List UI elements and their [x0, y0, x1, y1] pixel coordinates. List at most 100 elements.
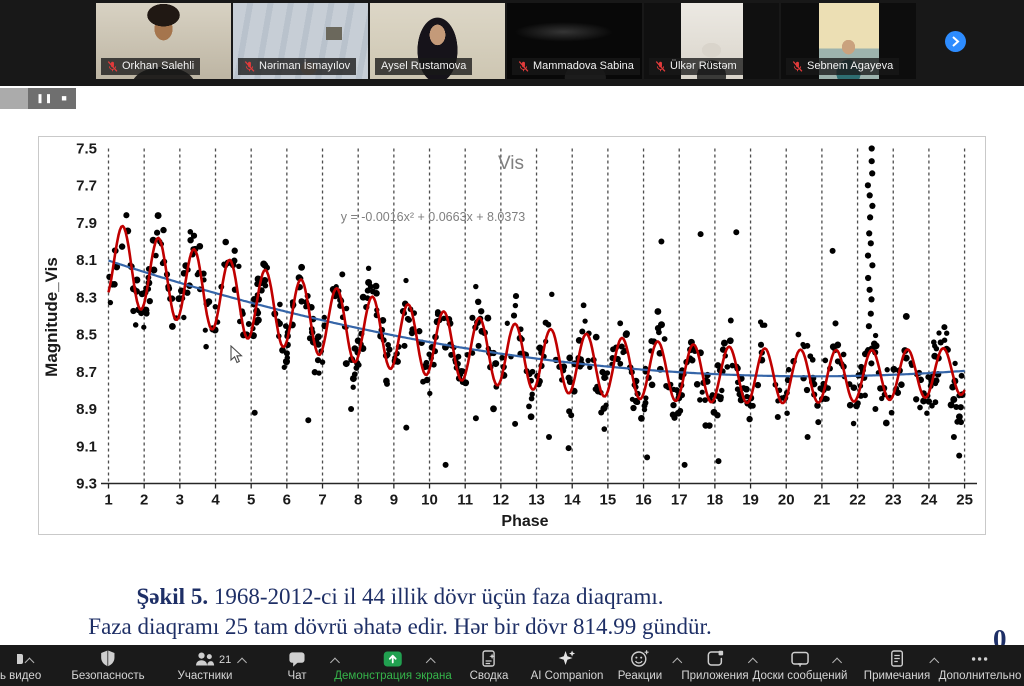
toolbar-item-stop-video[interactable]: ь видео — [0, 649, 41, 682]
toolbar-item-reactions[interactable]: Реакции — [618, 649, 662, 682]
participant-count-badge: 21 — [218, 654, 232, 666]
toolbar-item-notes[interactable]: Примечания — [864, 649, 930, 682]
svg-text:12: 12 — [493, 492, 510, 509]
playback-buttons: ❚❚ ■ — [28, 88, 76, 109]
toolbar-item-label: Приложения — [681, 670, 749, 682]
toolbar-item-ai-companion[interactable]: AI Companion — [530, 649, 604, 682]
toolbar-item-label: AI Companion — [530, 670, 604, 682]
toolbar-item-label: Дополнительно — [938, 670, 1022, 682]
participant-name: Sebnem Agayeva — [807, 60, 894, 72]
svg-text:8.5: 8.5 — [76, 327, 97, 344]
svg-text:16: 16 — [635, 492, 652, 509]
participant-name: Mammadova Sabina — [533, 60, 634, 72]
participant-name-tag: Aysel Rustamova — [375, 58, 473, 75]
toolbar-item-chat[interactable]: Чат — [287, 649, 307, 682]
participant-tile-1[interactable]: Orkhan Salehli — [96, 3, 231, 79]
svg-text:22: 22 — [849, 492, 866, 509]
toolbar-item-share-screen[interactable]: Демонстрация экрана — [334, 649, 452, 682]
reactions-icon — [618, 649, 662, 668]
participant-name: Nəriman İsmayılov — [259, 60, 351, 72]
participant-tile-3[interactable]: Aysel Rustamova — [370, 3, 505, 79]
video-strip: Orkhan Salehli Nəriman İsmayılov Aysel Rus… — [0, 0, 1024, 86]
svg-text:7.5: 7.5 — [76, 141, 97, 158]
caption-figure-label: Şəkil 5. — [136, 584, 209, 609]
svg-text:18: 18 — [707, 492, 724, 509]
svg-text:5: 5 — [247, 492, 255, 509]
participant-tile-2[interactable]: Nəriman İsmayılov — [233, 3, 368, 79]
svg-text:4: 4 — [211, 492, 220, 509]
chat-icon — [287, 649, 306, 668]
mic-muted-icon — [244, 61, 255, 72]
summary-icon — [470, 649, 509, 668]
toolbar-item-whiteboards[interactable]: Доски сообщений — [752, 649, 848, 682]
svg-text:2: 2 — [140, 492, 148, 509]
participant-tile-4[interactable]: Mammadova Sabina — [507, 3, 642, 79]
chevron-up-icon[interactable] — [427, 657, 434, 664]
svg-text:24: 24 — [921, 492, 938, 509]
playback-handle[interactable] — [0, 88, 28, 109]
svg-text:8.3: 8.3 — [76, 289, 97, 306]
svg-text:Phase: Phase — [501, 513, 548, 530]
participant-tile-6[interactable]: Sebnem Agayeva — [781, 3, 916, 79]
participant-tile-5[interactable]: Ülkər Rüstəm — [644, 3, 779, 79]
svg-text:7.9: 7.9 — [76, 215, 97, 232]
participant-name: Aysel Rustamova — [381, 60, 467, 72]
toolbar-item-apps[interactable]: Приложения — [681, 649, 749, 682]
mic-muted-icon — [518, 61, 529, 72]
participant-name-tag: Mammadova Sabina — [512, 58, 640, 75]
toolbar-item-more[interactable]: Дополнительно — [938, 649, 1022, 682]
toolbar-item-security[interactable]: Безопасность — [71, 649, 145, 682]
svg-text:21: 21 — [814, 492, 831, 509]
next-participants-button[interactable] — [945, 31, 966, 52]
svg-text:9.1: 9.1 — [76, 438, 97, 455]
stop-button[interactable]: ■ — [61, 93, 68, 103]
svg-text:17: 17 — [671, 492, 688, 509]
chevron-up-icon[interactable] — [834, 657, 841, 664]
toolbar-item-participants[interactable]: Участники 21 — [177, 649, 233, 682]
svg-text:Magnitude_Vis: Magnitude_Vis — [42, 257, 61, 377]
mic-muted-icon — [655, 61, 666, 72]
zoom-toolbar: ь видео Безопасность Участники 21 Чат Демонст… — [0, 645, 1024, 686]
toolbar-item-label: Чат — [287, 670, 307, 682]
chevron-up-icon[interactable] — [931, 657, 938, 664]
svg-text:6: 6 — [283, 492, 291, 509]
svg-text:Vis: Vis — [498, 153, 524, 174]
chart-canvas: 1 2 3 4 5 6 7 8 9 10 11 12 13 14 15 16 17 18 19 20 21 22 23 24 2… — [42, 141, 977, 530]
svg-text:13: 13 — [528, 492, 545, 509]
svg-text:7: 7 — [318, 492, 326, 509]
share-screen-icon — [334, 649, 452, 668]
participant-name: Ülkər Rüstəm — [670, 60, 737, 72]
svg-text:15: 15 — [600, 492, 617, 509]
chevron-up-icon[interactable] — [239, 657, 246, 664]
svg-text:25: 25 — [956, 492, 973, 509]
toolbar-item-label: Примечания — [863, 670, 931, 682]
svg-text:10: 10 — [421, 492, 438, 509]
shield-icon — [71, 649, 144, 668]
mic-muted-icon — [107, 61, 118, 72]
apps-icon — [681, 649, 748, 668]
svg-text:1: 1 — [104, 492, 112, 509]
participant-name-tag: Nəriman İsmayılov — [238, 58, 357, 75]
phase-diagram-chart: 1 2 3 4 5 6 7 8 9 10 11 12 13 14 15 16 17 18 19 20 21 22 23 24 2… — [38, 136, 986, 535]
toolbar-item-label: Безопасность — [71, 670, 145, 682]
svg-text:9: 9 — [390, 492, 398, 509]
notes-icon — [864, 649, 930, 668]
svg-text:9.3: 9.3 — [76, 475, 97, 492]
chevron-up-icon[interactable] — [674, 657, 681, 664]
toolbar-item-label: Сводка — [469, 670, 509, 682]
toolbar-item-label: Участники — [177, 670, 233, 682]
caption-line1-text: 1968-2012-ci il 44 illik dövr üçün faza … — [208, 584, 664, 609]
toolbar-item-summary[interactable]: Сводка — [469, 649, 509, 682]
svg-text:14: 14 — [564, 492, 581, 509]
svg-text:3: 3 — [176, 492, 184, 509]
svg-text:20: 20 — [778, 492, 795, 509]
svg-text:23: 23 — [885, 492, 902, 509]
chevron-up-icon[interactable] — [26, 657, 33, 664]
svg-text:19: 19 — [742, 492, 759, 509]
toolbar-item-label: ь видео — [0, 670, 42, 682]
more-icon — [939, 649, 1022, 668]
svg-text:7.7: 7.7 — [76, 178, 97, 195]
figure-caption: Şəkil 5. 1968-2012-ci il 44 illik dövr ü… — [15, 582, 785, 642]
pause-button[interactable]: ❚❚ — [36, 93, 54, 103]
toolbar-item-label: Доски сообщений — [752, 670, 848, 682]
